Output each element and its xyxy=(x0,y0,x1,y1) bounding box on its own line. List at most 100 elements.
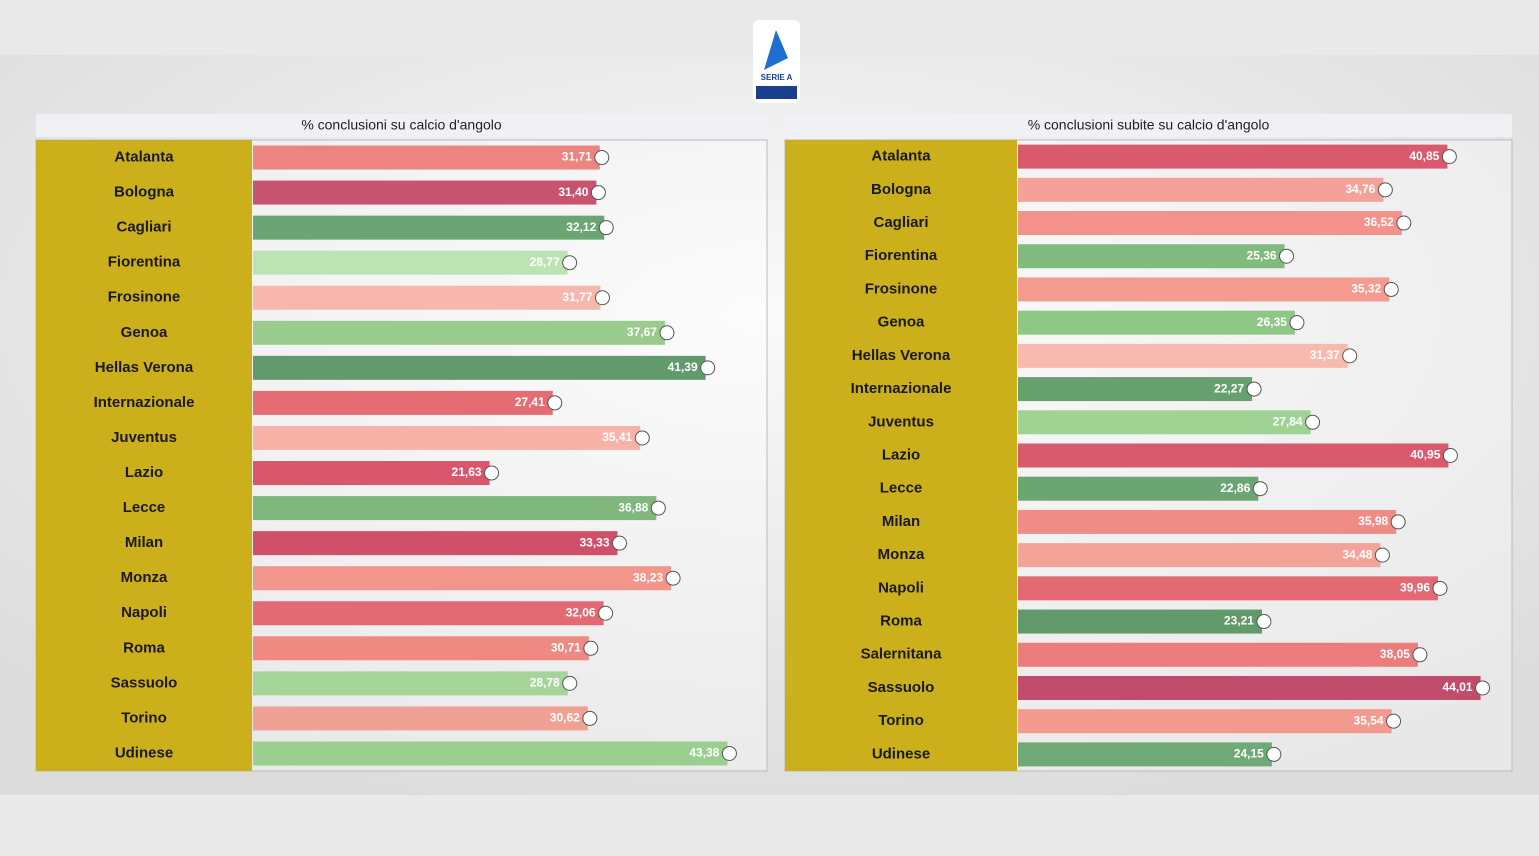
category-label: Udinese xyxy=(872,745,930,762)
bar xyxy=(253,320,665,345)
category-label: Hellas Verona xyxy=(852,347,951,364)
team-logo xyxy=(1383,281,1399,297)
bar xyxy=(253,390,553,415)
value-label: 30,71 xyxy=(551,640,581,654)
category-label: Fiorentina xyxy=(108,254,181,271)
bar xyxy=(1018,277,1390,302)
team-logo xyxy=(1342,348,1358,364)
bar xyxy=(1018,609,1262,634)
team-logo xyxy=(612,535,628,551)
bar xyxy=(1018,742,1272,767)
title-strip xyxy=(785,114,1512,137)
team-logo xyxy=(665,570,681,586)
value-label: 35,41 xyxy=(602,430,632,444)
team-logo xyxy=(1256,614,1272,630)
team-logo xyxy=(1475,680,1491,696)
bar xyxy=(253,461,490,486)
category-label: Frosinone xyxy=(108,289,181,306)
category-label: Torino xyxy=(878,712,924,729)
team-logo xyxy=(562,675,578,691)
bar xyxy=(253,425,641,450)
team-logo xyxy=(1396,215,1412,231)
team-logo xyxy=(1279,248,1295,264)
value-label: 23,21 xyxy=(1224,614,1254,628)
chart-title: % conclusioni subite su calcio d'angolo xyxy=(1028,117,1270,133)
category-label: Bologna xyxy=(871,181,932,198)
bar xyxy=(1018,377,1253,402)
team-logo xyxy=(562,255,578,271)
bar xyxy=(1018,675,1481,700)
category-label: Lazio xyxy=(125,464,163,481)
category-label: Udinese xyxy=(115,744,173,761)
team-logo xyxy=(1305,414,1321,430)
league-logo: SERIE A xyxy=(753,20,800,103)
team-logo xyxy=(1252,481,1268,497)
team-logo xyxy=(1266,746,1282,762)
category-label: Internazionale xyxy=(851,380,952,397)
team-logo xyxy=(1246,381,1262,397)
category-label: Sassuolo xyxy=(868,679,935,696)
value-label: 30,62 xyxy=(550,711,580,725)
category-label: Milan xyxy=(125,534,163,551)
team-logo xyxy=(547,395,563,411)
value-label: 43,38 xyxy=(689,746,719,760)
bar xyxy=(1018,244,1285,269)
bar xyxy=(253,671,568,696)
category-label: Monza xyxy=(121,569,168,586)
value-label: 34,76 xyxy=(1345,182,1375,196)
bar xyxy=(1018,476,1259,501)
value-label: 26,35 xyxy=(1257,315,1287,329)
category-label: Milan xyxy=(882,513,920,530)
value-label: 38,05 xyxy=(1380,647,1410,661)
team-logo xyxy=(594,290,610,306)
team-logo xyxy=(598,220,614,236)
category-label: Genoa xyxy=(878,314,925,331)
category-label: Genoa xyxy=(121,324,168,341)
team-logo xyxy=(1412,647,1428,663)
bar xyxy=(1018,211,1402,236)
bar xyxy=(1018,144,1448,169)
team-logo xyxy=(1374,547,1390,563)
category-label: Lecce xyxy=(880,480,923,497)
bar xyxy=(1018,642,1418,667)
value-label: 24,15 xyxy=(1234,747,1264,761)
team-logo xyxy=(1390,514,1406,530)
category-label: Hellas Verona xyxy=(95,359,194,376)
category-column xyxy=(36,140,252,771)
value-label: 34,48 xyxy=(1342,547,1372,561)
bar xyxy=(253,285,601,310)
bar xyxy=(1018,310,1295,335)
team-logo xyxy=(594,150,610,166)
category-label: Napoli xyxy=(878,579,924,596)
team-logo xyxy=(700,360,716,376)
value-label: 32,06 xyxy=(566,605,596,619)
team-logo xyxy=(1441,149,1457,165)
category-label: Bologna xyxy=(114,184,175,201)
bar xyxy=(253,496,657,521)
value-label: 35,98 xyxy=(1358,514,1388,528)
bar xyxy=(1018,576,1439,601)
category-label: Juventus xyxy=(868,413,934,430)
value-label: 32,12 xyxy=(566,220,596,234)
value-label: 38,23 xyxy=(633,570,663,584)
category-label: Roma xyxy=(880,613,922,630)
team-logo xyxy=(590,185,606,201)
value-label: 35,32 xyxy=(1351,282,1381,296)
bar xyxy=(1018,443,1449,468)
bar xyxy=(1018,543,1381,568)
bar xyxy=(253,355,706,380)
title-strip xyxy=(36,114,767,137)
bar xyxy=(1018,177,1384,202)
value-label: 44,01 xyxy=(1443,680,1473,694)
value-label: 39,96 xyxy=(1400,581,1430,595)
bar xyxy=(253,215,605,240)
category-label: Atalanta xyxy=(114,148,174,165)
category-label: Internazionale xyxy=(94,394,195,411)
bar xyxy=(253,601,604,626)
team-logo xyxy=(598,605,614,621)
bar xyxy=(1018,709,1392,734)
value-label: 22,27 xyxy=(1214,381,1244,395)
team-logo xyxy=(582,710,598,726)
category-label: Frosinone xyxy=(865,280,938,297)
